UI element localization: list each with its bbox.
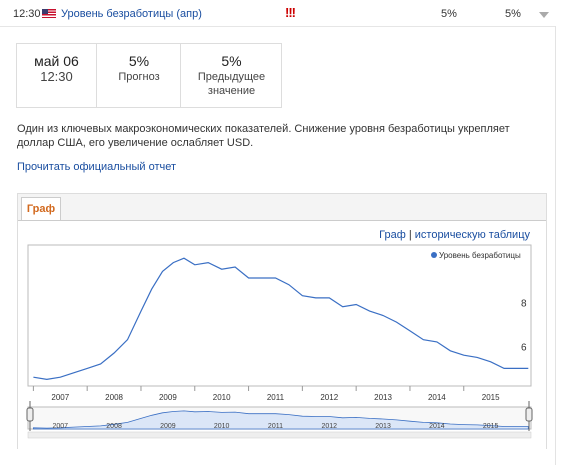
x-tick-label: 2014 [428, 393, 446, 402]
x-tick-label: 2015 [482, 393, 500, 402]
x-tick-label: 2012 [320, 393, 338, 402]
navigator-tick-label: 2014 [429, 423, 445, 430]
x-tick-label: 2011 [267, 393, 285, 402]
plot-frame [27, 244, 532, 387]
x-tick-label: 2013 [374, 393, 392, 402]
tab-graph[interactable]: Граф [21, 197, 61, 220]
stat-forecast-value: 5% [128, 53, 150, 69]
navigator-tick-label: 2012 [321, 423, 337, 430]
x-tick-label: 2010 [213, 393, 231, 402]
chart-area: Граф | историческую таблицу 2007 2008 2009… [18, 220, 546, 449]
stat-previous-label-1: Предыдущее [197, 71, 266, 83]
chevron-down-icon[interactable] [539, 12, 549, 18]
event-description: Один из ключевых макроэкономических пока… [17, 123, 510, 149]
y-tick-label: 6 [521, 342, 527, 353]
navigator-tick-label: 2010 [214, 423, 230, 430]
event-row[interactable]: 12:30 Уровень безработицы (апр) !!! 5% 5… [0, 0, 555, 27]
navigator-right-handle[interactable] [525, 407, 533, 422]
stat-forecast: 5% Прогноз [96, 44, 181, 107]
event-name[interactable]: Уровень безработицы (апр) [61, 8, 202, 20]
link-separator: | [408, 229, 412, 241]
navigator-left-handle[interactable] [26, 407, 34, 422]
navigator-tick-label: 2013 [375, 423, 391, 430]
divider [555, 26, 556, 465]
stat-time-value: 12:30 [40, 69, 73, 84]
forecast-value: 5% [441, 8, 457, 20]
event-time: 12:30 [13, 8, 41, 20]
legend-label: Уровень безработицы [439, 251, 521, 260]
navigator-tick-label: 2009 [160, 423, 176, 430]
navigator-tick-label: 2015 [483, 423, 499, 430]
y-tick-label: 8 [521, 298, 527, 309]
stat-date: май 06 12:30 [17, 44, 96, 107]
stat-previous: 5% Предыдущее значение [180, 44, 282, 107]
x-tick-label: 2007 [51, 393, 69, 402]
official-report-link[interactable]: Прочитать официальный отчет [17, 161, 177, 173]
stat-date-value: май 06 [34, 53, 79, 69]
chart-view-links: Граф | историческую таблицу [379, 229, 530, 241]
x-tick-label: 2009 [159, 393, 177, 402]
importance-icon: !!! [285, 5, 296, 20]
x-tick-label: 2008 [105, 393, 123, 402]
stat-previous-label-2: значение [207, 85, 256, 97]
navigator-series [33, 410, 529, 430]
unemployment-chart[interactable]: 2007 2008 2009 2010 2011 2012 2013 2014 2015 6 8 Ур… [18, 221, 546, 449]
us-flag-icon [42, 9, 56, 18]
series-line [33, 257, 529, 381]
stat-forecast-label: Прогноз [118, 71, 160, 83]
stat-previous-value: 5% [221, 53, 242, 69]
previous-value: 5% [505, 8, 521, 20]
navigator-tick-label: 2011 [268, 423, 283, 430]
chart-panel: Граф Граф | историческую таблицу 2007 200… [17, 193, 547, 449]
navigator-tick-label: 2007 [52, 423, 68, 430]
history-table-link[interactable]: историческую таблицу [414, 229, 530, 241]
navigator-tick-label: 2008 [106, 423, 122, 430]
graph-link[interactable]: Граф [379, 229, 406, 241]
navigator-scrollbar[interactable] [27, 431, 532, 439]
legend-marker [431, 252, 437, 258]
event-stats: май 06 12:30 5% Прогноз 5% Предыдущее зн… [16, 43, 282, 108]
